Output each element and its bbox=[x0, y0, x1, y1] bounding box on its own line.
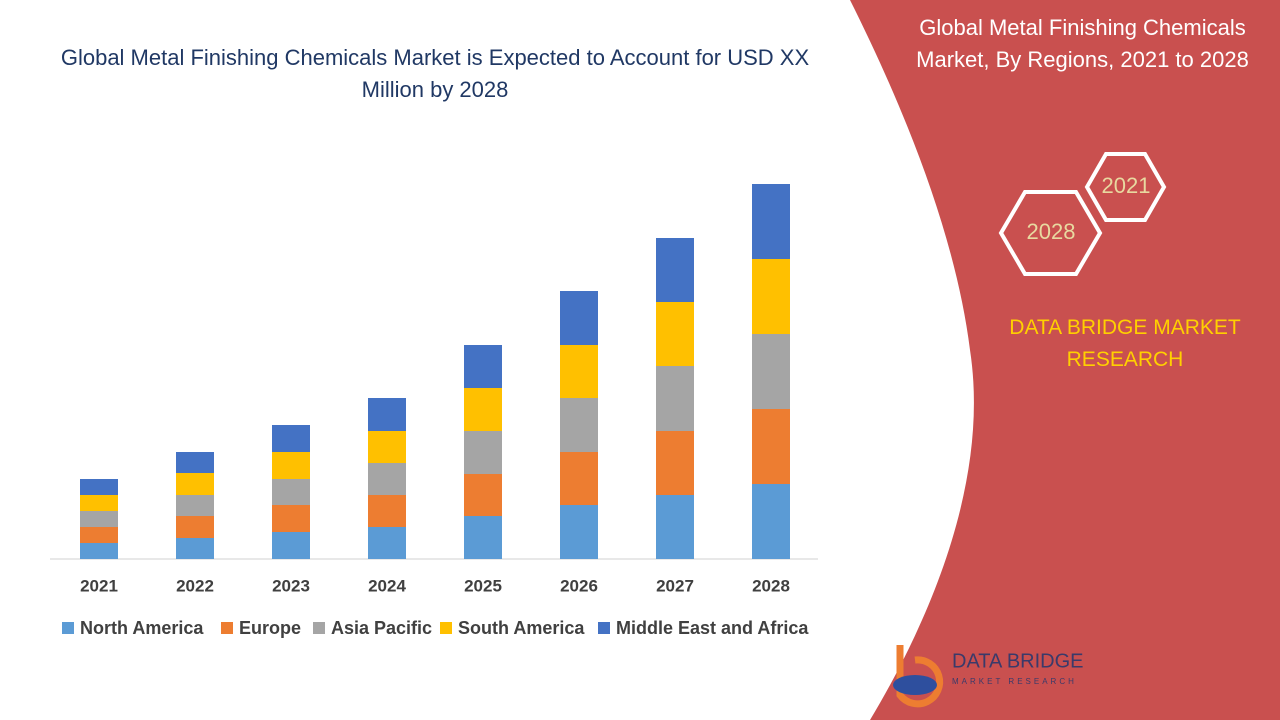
bar-segment bbox=[176, 538, 214, 559]
side-title: Global Metal Finishing Chemicals Market,… bbox=[916, 15, 1249, 72]
x-tick-label: 2021 bbox=[80, 576, 118, 595]
bar-segment bbox=[656, 238, 694, 302]
x-tick-label: 2024 bbox=[368, 576, 406, 595]
legend-label: Asia Pacific bbox=[331, 618, 432, 638]
bar-segment bbox=[368, 398, 406, 431]
hexagon bbox=[998, 190, 1103, 276]
legend-swatch bbox=[62, 622, 74, 634]
x-tick-label: 2025 bbox=[464, 576, 502, 595]
bar-segment bbox=[464, 345, 502, 388]
side-panel-bg bbox=[850, 0, 1280, 720]
bar-segment bbox=[656, 431, 694, 495]
bar-segment bbox=[176, 495, 214, 516]
bar-segment bbox=[656, 302, 694, 366]
hexagon-label: 2028 bbox=[1027, 219, 1076, 244]
legend-label: South America bbox=[458, 618, 585, 638]
x-tick-label: 2028 bbox=[752, 576, 790, 595]
bar-segment bbox=[80, 479, 118, 495]
bar-segment bbox=[464, 388, 502, 431]
brand: DATA BRIDGE MARKET RESEARCH bbox=[1009, 316, 1241, 371]
bar-segment bbox=[560, 398, 598, 452]
bar-segment bbox=[272, 505, 310, 532]
logo-mark bbox=[893, 675, 937, 695]
bar-segment bbox=[176, 452, 214, 473]
legend-swatch bbox=[598, 622, 610, 634]
bar-segment bbox=[464, 516, 502, 559]
logo-name: DATA BRIDGE bbox=[952, 650, 1084, 672]
bar-segment bbox=[464, 474, 502, 516]
bar-segment bbox=[752, 409, 790, 484]
bar-segment bbox=[80, 495, 118, 511]
bar-segment bbox=[368, 527, 406, 559]
bar-segment bbox=[752, 259, 790, 334]
bar-segment bbox=[656, 366, 694, 431]
bar-segment bbox=[272, 452, 310, 479]
logo-mark bbox=[896, 645, 944, 708]
bar-segment bbox=[752, 334, 790, 409]
bar-segment bbox=[368, 495, 406, 527]
legend-swatch bbox=[440, 622, 452, 634]
x-tick-label: 2023 bbox=[272, 576, 310, 595]
bar-segment bbox=[560, 505, 598, 559]
bar-segment bbox=[560, 345, 598, 398]
chart-title: Global Metal Finishing Chemicals Market … bbox=[60, 45, 810, 102]
bar-segment bbox=[272, 425, 310, 452]
x-tick-label: 2022 bbox=[176, 576, 214, 595]
hexagon-label: 2021 bbox=[1102, 173, 1151, 198]
bar-segment bbox=[272, 532, 310, 559]
bar-segment bbox=[176, 473, 214, 495]
bar-segment bbox=[656, 495, 694, 559]
x-tick-label: 2026 bbox=[560, 576, 598, 595]
x-tick-label: 2027 bbox=[656, 576, 694, 595]
legend-label: North America bbox=[80, 618, 204, 638]
bar-segment bbox=[368, 463, 406, 495]
logo-tagline: MARKET RESEARCH bbox=[952, 677, 1077, 686]
bar-segment bbox=[80, 543, 118, 559]
bar-segment bbox=[560, 291, 598, 345]
legend-swatch bbox=[221, 622, 233, 634]
legend-swatch bbox=[313, 622, 325, 634]
bar-segment bbox=[464, 431, 502, 474]
bar-segment bbox=[560, 452, 598, 505]
logo: DATA BRIDGE MARKET RESEARCH bbox=[893, 645, 1084, 708]
bar-segment bbox=[368, 431, 406, 463]
bar-segment bbox=[752, 184, 790, 259]
bar-segment bbox=[752, 484, 790, 559]
legend-label: Europe bbox=[239, 618, 301, 638]
bar-segment bbox=[80, 511, 118, 527]
bar-segment bbox=[176, 516, 214, 538]
bar-segment bbox=[272, 479, 310, 505]
hexagon bbox=[1084, 152, 1167, 222]
legend-label: Middle East and Africa bbox=[616, 618, 809, 638]
bar-segment bbox=[80, 527, 118, 543]
